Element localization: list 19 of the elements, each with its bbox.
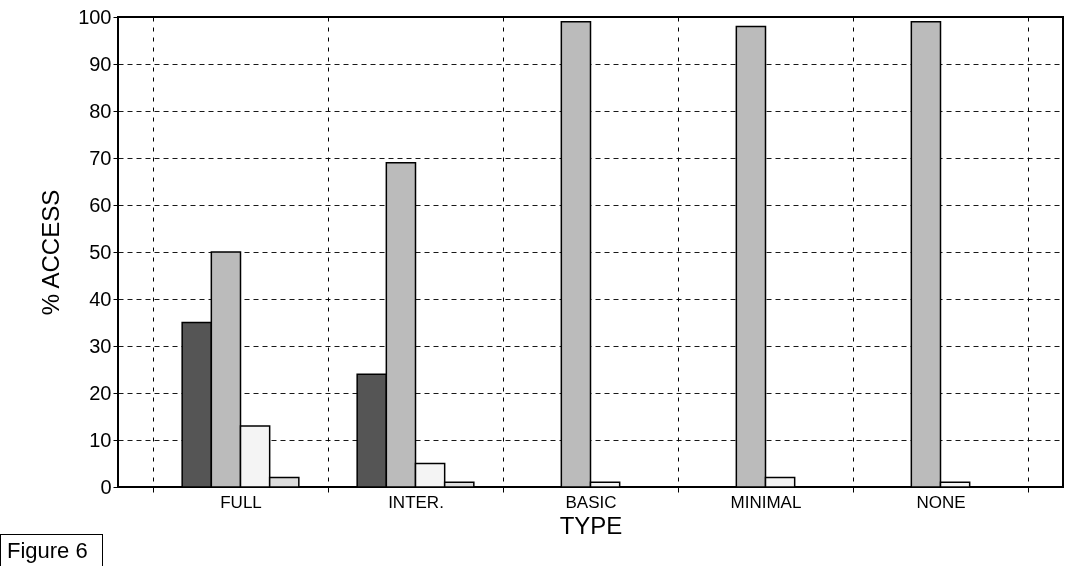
y-tick-label: 40 — [89, 287, 112, 310]
y-tick-label: 80 — [89, 99, 112, 122]
y-tick-label: 70 — [89, 146, 112, 169]
y-tick-label: 50 — [89, 240, 112, 263]
y-tick-label: 10 — [89, 428, 112, 451]
x-axis-title: TYPE — [559, 511, 623, 539]
y-tick-label: 60 — [89, 193, 112, 216]
y-tick-label: 20 — [89, 381, 112, 404]
caption: Figure 6 — [0, 534, 103, 566]
x-tick-label: MINIMAL — [730, 492, 802, 512]
x-tick-label: INTER. — [388, 492, 444, 512]
y-axis-title: % ACCESS — [37, 189, 65, 316]
x-tick-label: BASIC — [565, 492, 617, 512]
y-tick-label: 100 — [78, 5, 112, 28]
y-tick-label: 90 — [89, 52, 112, 75]
y-tick-label: 0 — [100, 475, 112, 498]
x-tick-label: FULL — [220, 492, 262, 512]
x-tick-label: NONE — [916, 492, 966, 512]
y-tick-label: 30 — [89, 334, 112, 357]
